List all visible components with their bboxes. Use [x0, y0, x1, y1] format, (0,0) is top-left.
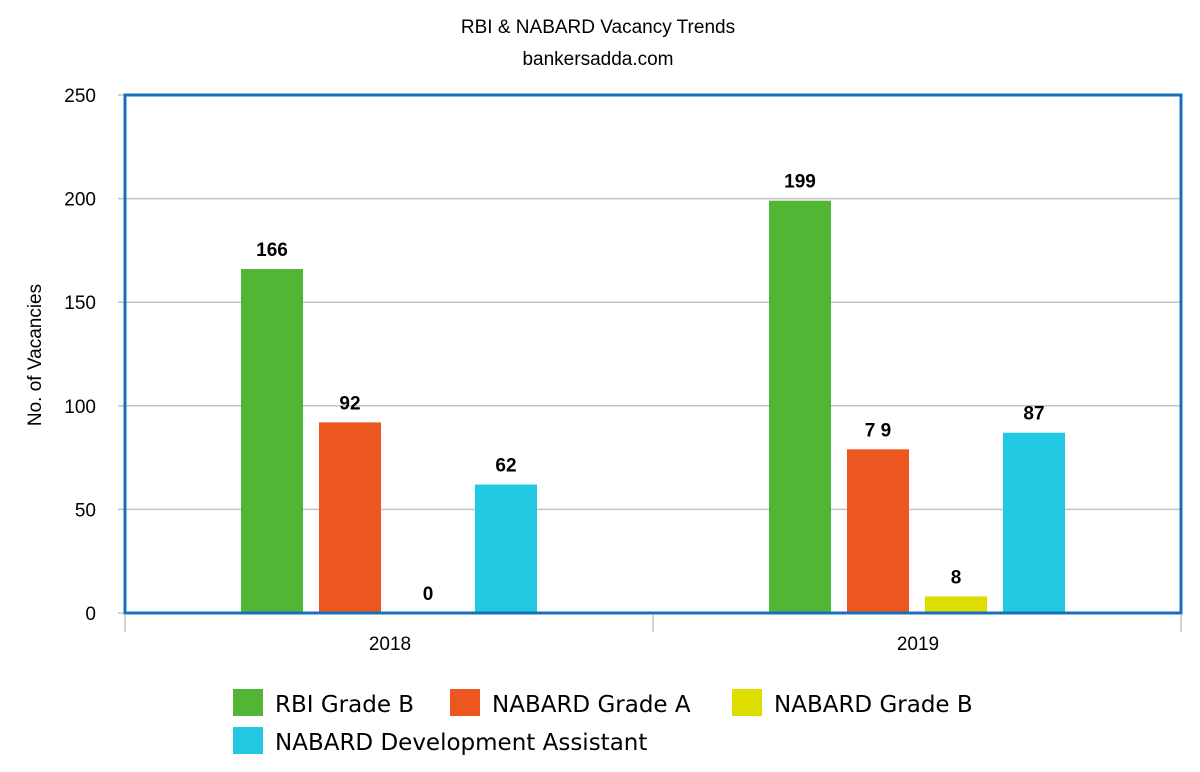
- y-axis-label: No. of Vacancies: [25, 284, 46, 426]
- bar: [925, 596, 987, 613]
- data-label: 8: [951, 567, 962, 588]
- x-tick-label: 2018: [369, 634, 411, 655]
- legend-label: NABARD Development Assistant: [275, 730, 647, 756]
- bar: [847, 449, 909, 613]
- chart-title: RBI & NABARD Vacancy Trends: [461, 17, 735, 38]
- chart-subtitle: bankersadda.com: [522, 49, 673, 70]
- axes: 0 50 100 150 200 250 2018 2019: [64, 86, 1183, 655]
- y-tick-label: 0: [85, 604, 96, 625]
- legend-swatch: [732, 689, 762, 716]
- data-label: 87: [1023, 404, 1044, 425]
- data-label: 7 9: [865, 420, 891, 441]
- bars: [241, 200, 1065, 613]
- legend-label: RBI Grade B: [275, 692, 414, 718]
- y-tick-label: 100: [64, 397, 96, 418]
- legend-label: NABARD Grade B: [774, 692, 973, 718]
- legend-label: NABARD Grade A: [492, 692, 691, 718]
- legend-swatch: [233, 689, 263, 716]
- legend-swatch: [233, 727, 263, 754]
- x-tick-label: 2019: [897, 634, 939, 655]
- data-label: 166: [256, 240, 288, 261]
- y-tick-label: 150: [64, 293, 96, 314]
- bar: [241, 269, 303, 613]
- legend: RBI Grade B NABARD Grade A NABARD Grade B N…: [233, 689, 973, 756]
- y-tick-label: 250: [64, 86, 96, 107]
- bar: [475, 484, 537, 613]
- bar: [319, 422, 381, 613]
- data-label: 92: [339, 393, 360, 414]
- data-label: 62: [495, 456, 516, 477]
- data-label: 199: [784, 172, 816, 193]
- legend-swatch: [450, 689, 480, 716]
- data-label: 0: [423, 584, 434, 605]
- y-tick-label: 200: [64, 190, 96, 211]
- bar: [769, 200, 831, 613]
- bar: [1003, 432, 1065, 613]
- plot-frame: [123, 93, 1183, 615]
- data-labels: 166 199 92 7 9 0 8 62 87: [256, 172, 1044, 605]
- y-tick-label: 50: [75, 500, 96, 521]
